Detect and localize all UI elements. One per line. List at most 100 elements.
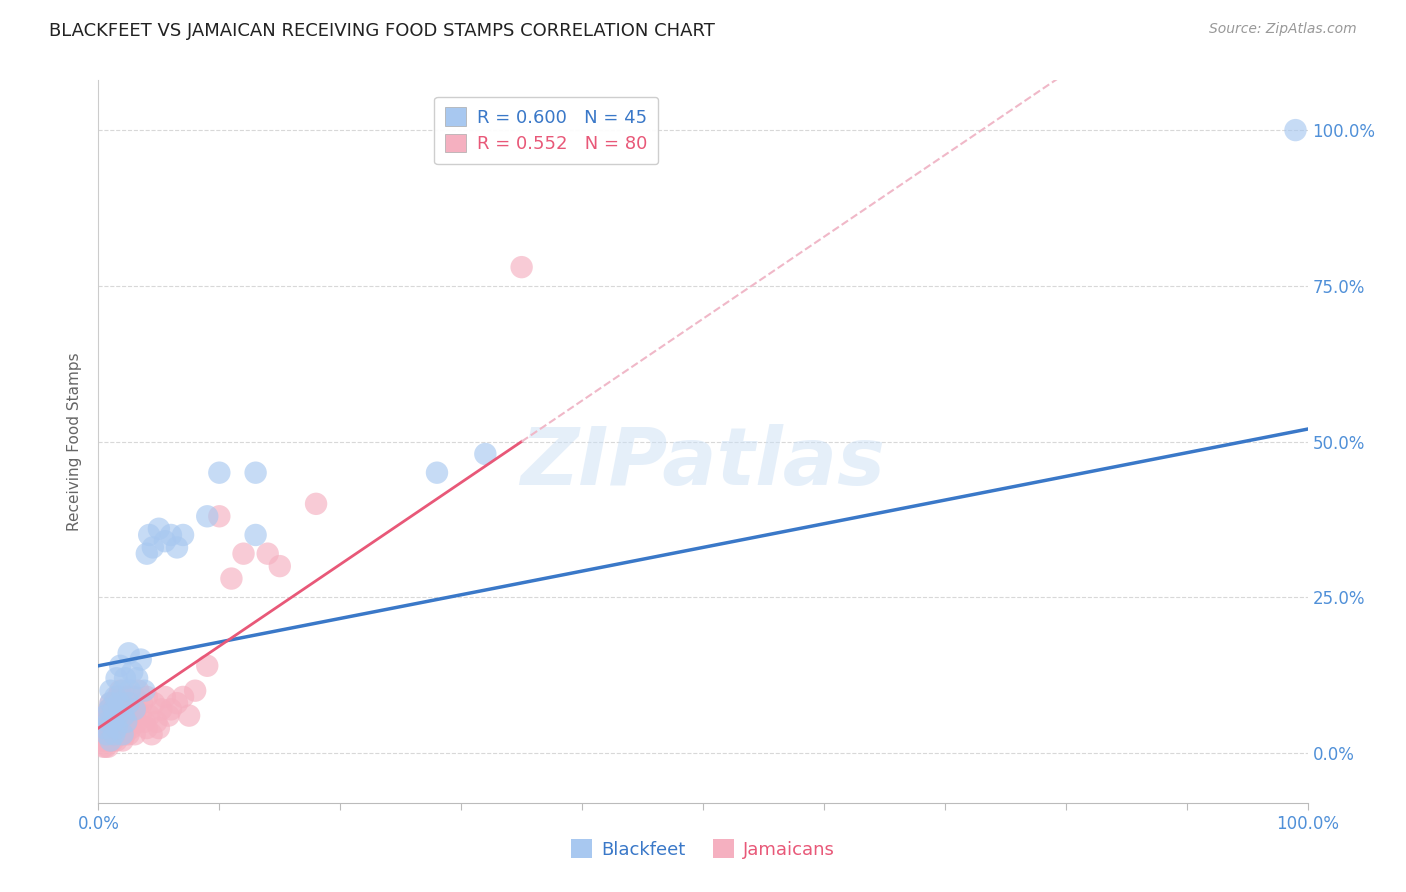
Point — [118, 714, 141, 729]
Point — [103, 702, 125, 716]
Point — [97, 714, 120, 729]
Point — [97, 714, 120, 729]
Point — [160, 528, 183, 542]
Point — [100, 714, 122, 729]
Point — [105, 671, 128, 685]
Point — [98, 727, 121, 741]
Point — [148, 721, 170, 735]
Point — [135, 690, 157, 704]
Point — [150, 702, 173, 716]
Point — [131, 696, 153, 710]
Point — [135, 547, 157, 561]
Point — [129, 652, 152, 666]
Point — [124, 727, 146, 741]
Y-axis label: Receiving Food Stamps: Receiving Food Stamps — [67, 352, 83, 531]
Point — [91, 739, 114, 754]
Legend: Blackfeet, Jamaicans: Blackfeet, Jamaicans — [564, 832, 842, 866]
Point — [122, 708, 145, 723]
Point — [105, 721, 128, 735]
Point — [134, 714, 156, 729]
Point — [111, 683, 134, 698]
Point — [93, 714, 115, 729]
Point — [121, 696, 143, 710]
Point — [101, 702, 124, 716]
Point — [101, 714, 124, 729]
Point — [118, 646, 141, 660]
Point — [120, 721, 142, 735]
Point — [93, 733, 115, 747]
Point — [107, 708, 129, 723]
Point — [118, 702, 141, 716]
Point — [108, 727, 131, 741]
Point — [157, 708, 180, 723]
Point — [105, 702, 128, 716]
Point — [208, 509, 231, 524]
Point — [184, 683, 207, 698]
Point — [112, 714, 135, 729]
Point — [100, 708, 122, 723]
Point — [108, 683, 131, 698]
Point — [91, 727, 114, 741]
Point — [269, 559, 291, 574]
Point — [143, 696, 166, 710]
Point — [111, 727, 134, 741]
Point — [474, 447, 496, 461]
Point — [125, 702, 148, 716]
Point — [232, 547, 254, 561]
Point — [96, 727, 118, 741]
Point — [94, 721, 117, 735]
Point — [114, 696, 136, 710]
Point — [124, 690, 146, 704]
Point — [103, 696, 125, 710]
Text: ZIPatlas: ZIPatlas — [520, 425, 886, 502]
Point — [105, 733, 128, 747]
Point — [108, 714, 131, 729]
Point — [107, 721, 129, 735]
Point — [100, 696, 122, 710]
Point — [245, 466, 267, 480]
Point — [93, 721, 115, 735]
Point — [148, 522, 170, 536]
Point — [100, 733, 122, 747]
Point — [166, 541, 188, 555]
Point — [138, 528, 160, 542]
Point — [111, 708, 134, 723]
Point — [111, 733, 134, 747]
Text: Source: ZipAtlas.com: Source: ZipAtlas.com — [1209, 22, 1357, 37]
Point — [117, 708, 139, 723]
Point — [90, 733, 112, 747]
Point — [94, 739, 117, 754]
Point — [115, 714, 138, 729]
Point — [172, 690, 194, 704]
Point — [172, 528, 194, 542]
Point — [124, 702, 146, 716]
Point — [103, 727, 125, 741]
Point — [256, 547, 278, 561]
Point — [153, 534, 176, 549]
Point — [142, 541, 165, 555]
Point — [118, 683, 141, 698]
Point — [110, 721, 132, 735]
Point — [101, 733, 124, 747]
Point — [195, 658, 218, 673]
Point — [153, 690, 176, 704]
Point — [195, 509, 218, 524]
Point — [100, 683, 122, 698]
Point — [100, 733, 122, 747]
Point — [91, 721, 114, 735]
Point — [141, 727, 163, 741]
Point — [104, 727, 127, 741]
Point — [118, 696, 141, 710]
Point — [221, 572, 243, 586]
Point — [115, 721, 138, 735]
Point — [129, 708, 152, 723]
Point — [127, 714, 149, 729]
Point — [104, 708, 127, 723]
Point — [94, 708, 117, 723]
Point — [135, 721, 157, 735]
Point — [134, 683, 156, 698]
Point — [166, 696, 188, 710]
Point — [145, 714, 167, 729]
Point — [127, 671, 149, 685]
Point — [115, 690, 138, 704]
